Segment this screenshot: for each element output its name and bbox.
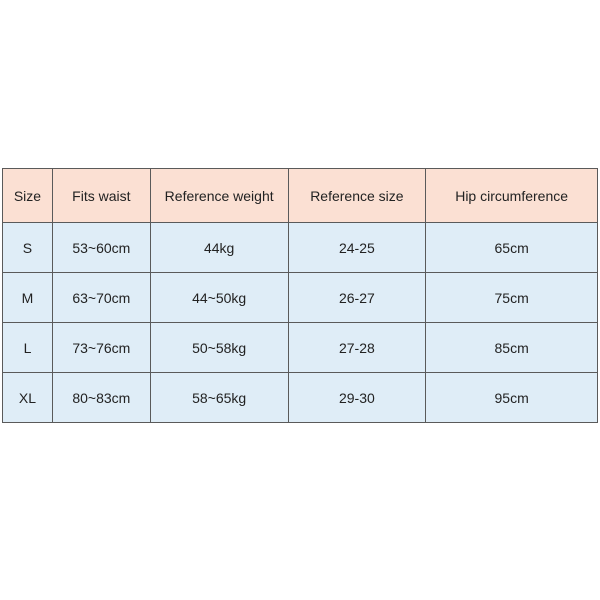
cell-size: M: [3, 273, 53, 323]
cell-hip-circumference: 75cm: [426, 273, 598, 323]
table-row: XL 80~83cm 58~65kg 29-30 95cm: [3, 373, 598, 423]
cell-fits-waist: 63~70cm: [52, 273, 150, 323]
cell-reference-size: 24-25: [288, 223, 426, 273]
col-header-reference-weight: Reference weight: [150, 169, 288, 223]
size-chart-table: Size Fits waist Reference weight Referen…: [2, 168, 598, 423]
cell-reference-weight: 50~58kg: [150, 323, 288, 373]
col-header-reference-size: Reference size: [288, 169, 426, 223]
table-row: L 73~76cm 50~58kg 27-28 85cm: [3, 323, 598, 373]
table-header-row: Size Fits waist Reference weight Referen…: [3, 169, 598, 223]
cell-size: L: [3, 323, 53, 373]
cell-hip-circumference: 85cm: [426, 323, 598, 373]
cell-reference-size: 26-27: [288, 273, 426, 323]
cell-reference-weight: 44~50kg: [150, 273, 288, 323]
cell-reference-weight: 44kg: [150, 223, 288, 273]
cell-hip-circumference: 65cm: [426, 223, 598, 273]
col-header-hip-circumference: Hip circumference: [426, 169, 598, 223]
cell-hip-circumference: 95cm: [426, 373, 598, 423]
cell-size: S: [3, 223, 53, 273]
cell-fits-waist: 73~76cm: [52, 323, 150, 373]
table-row: S 53~60cm 44kg 24-25 65cm: [3, 223, 598, 273]
cell-reference-size: 29-30: [288, 373, 426, 423]
table-row: M 63~70cm 44~50kg 26-27 75cm: [3, 273, 598, 323]
cell-reference-weight: 58~65kg: [150, 373, 288, 423]
cell-fits-waist: 80~83cm: [52, 373, 150, 423]
col-header-size: Size: [3, 169, 53, 223]
cell-reference-size: 27-28: [288, 323, 426, 373]
cell-fits-waist: 53~60cm: [52, 223, 150, 273]
col-header-fits-waist: Fits waist: [52, 169, 150, 223]
cell-size: XL: [3, 373, 53, 423]
canvas: Size Fits waist Reference weight Referen…: [0, 0, 600, 600]
